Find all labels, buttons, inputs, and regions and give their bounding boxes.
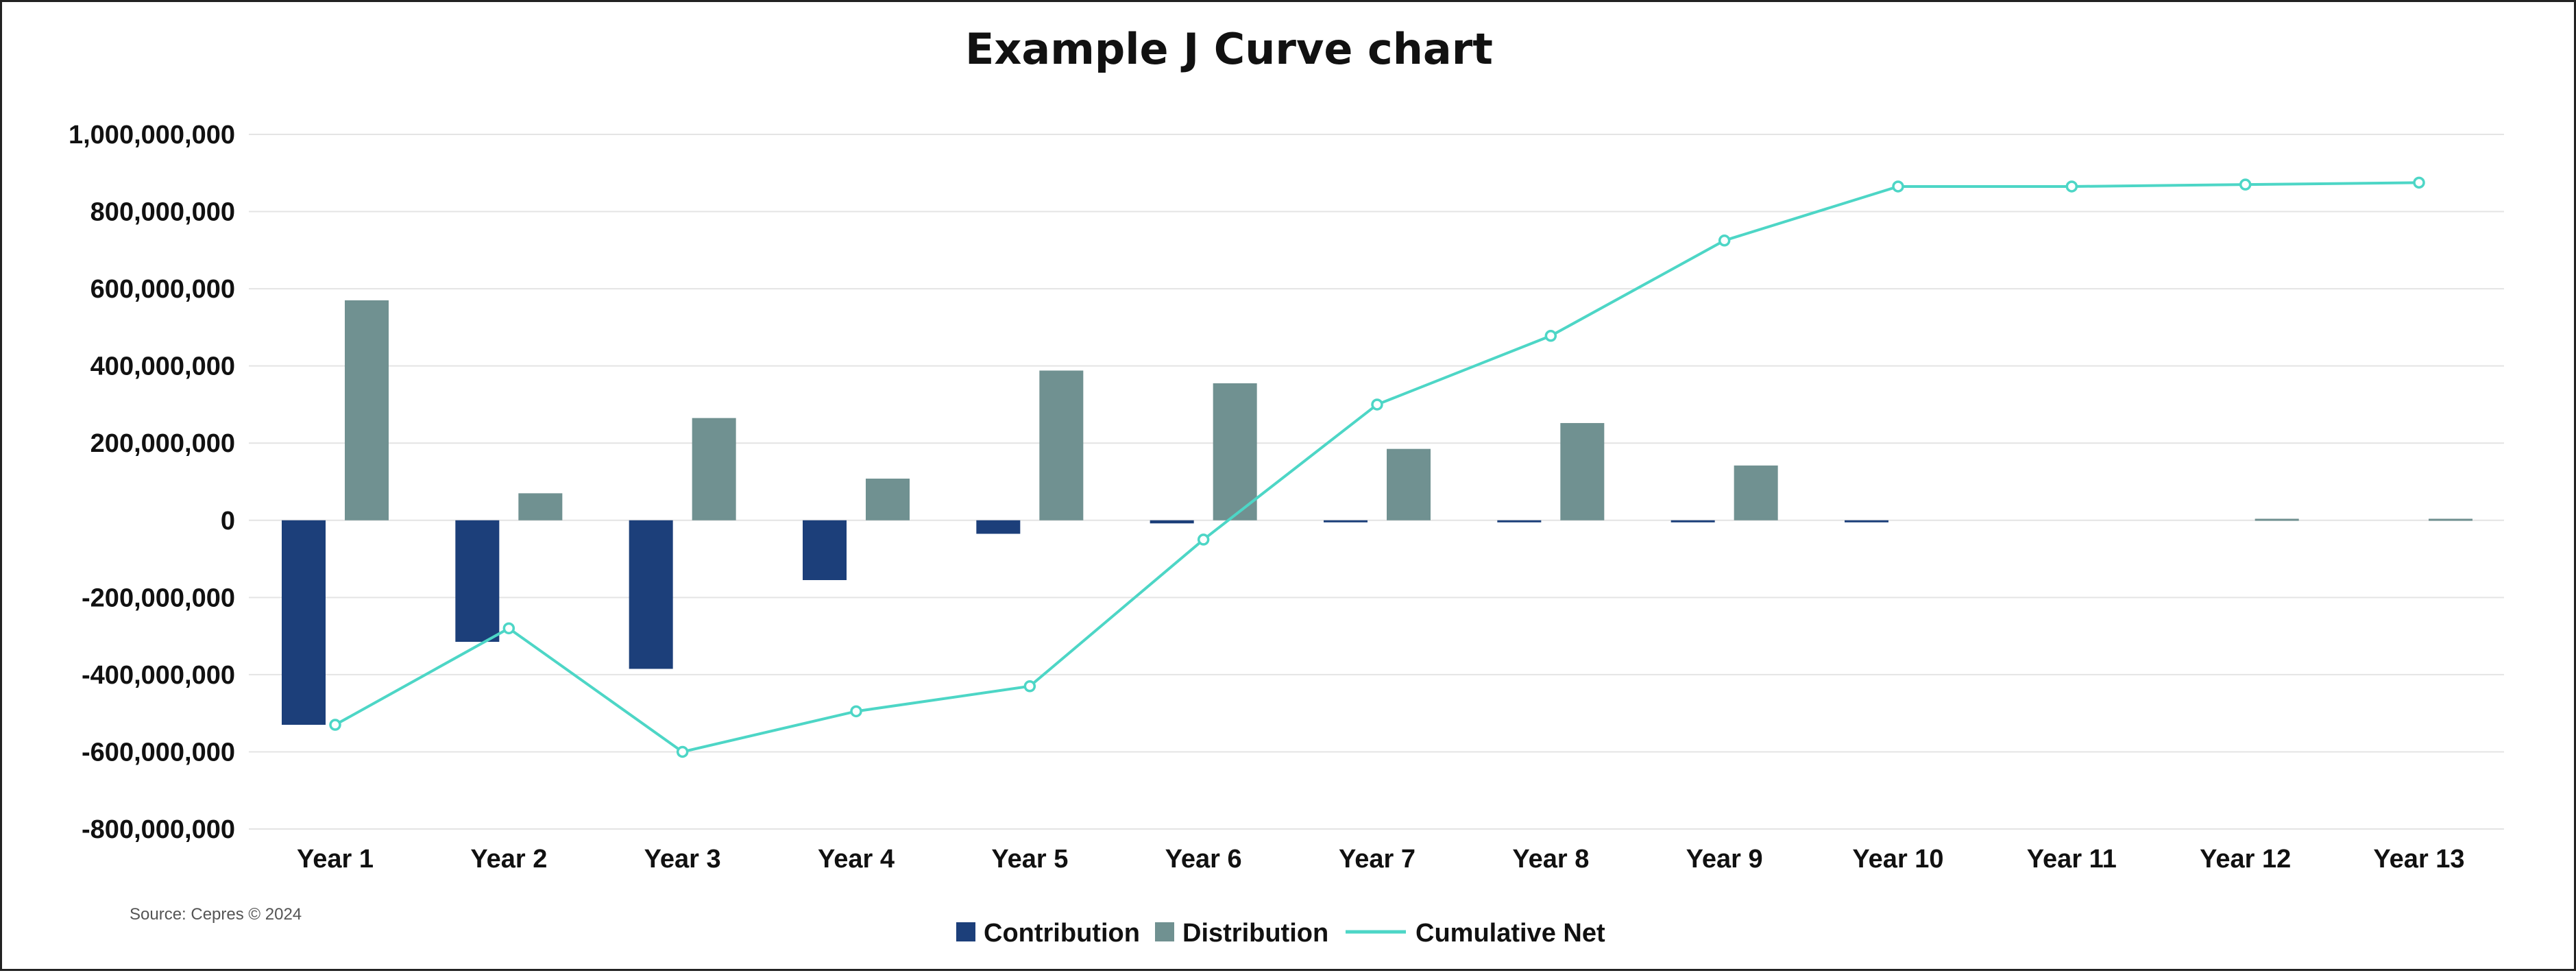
cumulative-net-point [1023,680,1036,693]
line-series [329,176,2425,758]
contribution-bar [282,520,326,725]
distribution-bar [345,300,389,520]
x-tick-label: Year 7 [1339,845,1415,874]
cumulative-net-point [1718,235,1731,247]
y-tick-label: 0 [221,507,235,536]
legend-swatch [956,922,975,941]
legend-label: Contribution [984,919,1140,948]
legend-contribution: Contribution [956,919,1140,948]
x-tick-label: Year 13 [2373,845,2464,874]
legend-swatch [1155,922,1174,941]
legend-distribution: Distribution [1155,919,1328,948]
x-tick-label: Year 8 [1512,845,1589,874]
x-tick-label: Year 11 [2027,845,2117,874]
distribution-bar [2255,518,2299,521]
x-tick-label: Year 6 [1165,845,1242,874]
y-tick-label: -600,000,000 [82,738,235,767]
source-note: Source: Cepres © 2024 [130,905,302,924]
contribution-bar [1845,520,1888,522]
gridlines [249,134,2504,830]
legend-label: Distribution [1182,919,1328,948]
x-tick-label: Year 1 [297,845,374,874]
x-tick-label: Year 4 [818,845,895,874]
cumulative-net-point [676,745,689,758]
y-tick-label: 800,000,000 [90,198,235,227]
x-tick-label: Year 5 [991,845,1068,874]
distribution-bar [2429,518,2472,521]
contribution-bar [1497,520,1542,522]
contribution-bar [455,520,500,642]
cumulative-net-point [2065,180,2078,193]
distribution-bar [1213,383,1257,520]
distribution-bar [1560,422,1605,520]
distribution-bar [518,493,563,520]
y-tick-label: -400,000,000 [82,661,235,690]
y-tick-label: 600,000,000 [90,275,235,304]
contribution-bar [1324,520,1368,522]
cumulative-net-point [2239,178,2252,191]
y-tick-label: 400,000,000 [90,352,235,381]
cumulative-net-point [1197,533,1210,546]
y-tick-label: -800,000,000 [82,815,235,844]
contribution-bar [1670,520,1715,522]
bar-series [282,300,2472,725]
x-tick-label: Year 9 [1686,845,1763,874]
distribution-bar [1039,370,1084,520]
cumulative-net-point [850,705,862,718]
cumulative-net-point [1544,330,1557,342]
cumulative-net-point [1892,180,1904,193]
legend-label: Cumulative Net [1415,919,1605,948]
cumulative-net-point [329,719,341,731]
legend-cumulative-net: Cumulative Net [1346,919,1605,948]
contribution-bar [1150,520,1194,524]
cumulative-net-point [2413,176,2425,189]
distribution-bar [692,418,736,520]
y-tick-label: 1,000,000,000 [69,121,235,149]
y-tick-label: 200,000,000 [90,429,235,458]
y-axis-ticks: 1,000,000,000 800,000,000 600,000,000 400,0… [69,121,235,844]
y-tick-label: -200,000,000 [82,584,235,612]
contribution-bar [629,520,673,669]
distribution-bar [1387,448,1431,520]
x-tick-label: Year 12 [2200,845,2291,874]
x-tick-label: Year 3 [644,845,721,874]
distribution-bar [866,478,910,520]
cumulative-net-point [1371,398,1383,411]
x-tick-label: Year 10 [1852,845,1943,874]
x-axis-ticks: Year 1 Year 2 Year 3 Year 4 Year 5 Year 6 Year… [297,845,2465,874]
contribution-bar [803,520,847,581]
distribution-bar [1734,465,1778,520]
legend: Contribution Distribution Cumulative Net [956,919,1605,948]
x-tick-label: Year 2 [470,845,547,874]
cumulative-net-point [502,622,515,635]
contribution-bar [976,520,1021,534]
chart-title: Example J Curve chart [965,24,1493,74]
